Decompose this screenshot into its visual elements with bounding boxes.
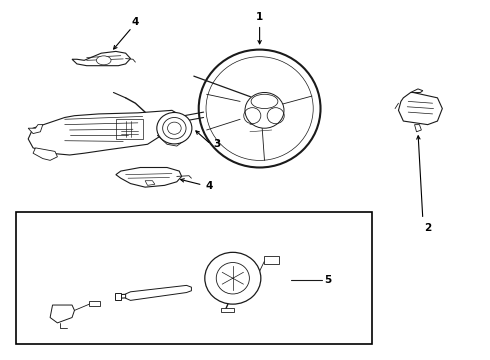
Polygon shape [157,134,184,146]
Bar [265,256,279,264]
Bar [116,119,143,139]
Polygon shape [125,285,192,300]
Polygon shape [415,125,421,132]
Text: 4: 4 [205,181,213,191]
Polygon shape [28,111,184,155]
Polygon shape [116,167,182,187]
Text: 5: 5 [324,275,331,285]
Polygon shape [28,125,43,134]
Bar [89,301,100,306]
Polygon shape [33,148,57,160]
Polygon shape [145,181,155,185]
Bar [220,308,234,312]
Polygon shape [72,51,130,66]
Text: 1: 1 [256,13,263,22]
Polygon shape [411,89,423,93]
Ellipse shape [157,112,192,144]
Bar [16,212,372,344]
Ellipse shape [163,117,186,139]
Polygon shape [50,305,74,323]
Text: 4: 4 [132,17,139,27]
Polygon shape [398,93,442,125]
Ellipse shape [216,262,249,294]
Bar [115,293,121,300]
Ellipse shape [168,122,181,134]
Ellipse shape [97,56,111,65]
Text: 2: 2 [424,223,431,233]
Ellipse shape [245,93,284,128]
Ellipse shape [205,252,261,304]
Text: 3: 3 [213,139,220,149]
